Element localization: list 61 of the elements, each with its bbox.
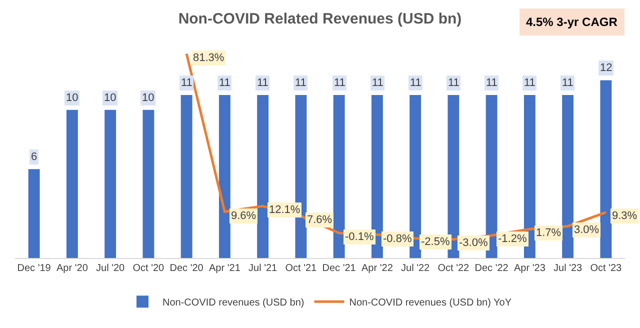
legend-label: Non-COVID revenues (USD bn) YoY (349, 298, 512, 309)
data-label: 10 (104, 92, 116, 104)
bar (562, 95, 574, 258)
data-label: 7.6% (307, 214, 332, 226)
data-label: 9.3% (612, 210, 638, 222)
x-tick-label: Jul '23 (554, 263, 583, 274)
bar (600, 80, 612, 258)
x-tick-label: Dec '20 (170, 263, 204, 274)
chart-title: Non-COVID Related Revenues (USD bn) (178, 10, 462, 28)
data-label: -2.5% (421, 236, 450, 248)
data-label: 11 (181, 77, 192, 89)
data-label: 9.6% (231, 210, 256, 222)
data-label: 11 (486, 77, 498, 89)
bar (104, 110, 116, 258)
x-tick-label: Oct '23 (590, 263, 622, 274)
x-tick-label: Oct '21 (285, 263, 318, 274)
data-label: 11 (257, 77, 268, 89)
data-label: -0.8% (383, 233, 412, 245)
bar (486, 95, 498, 258)
data-label: 11 (219, 77, 230, 89)
legend-label: Non-COVID revenues (USD bn) (162, 298, 304, 309)
bar (218, 95, 230, 258)
data-label: 3.0% (574, 224, 600, 236)
bar (257, 95, 269, 258)
x-tick-label: Dec '21 (322, 263, 356, 274)
bar (410, 95, 422, 258)
data-label: 11 (372, 77, 384, 89)
data-label: -1.2% (498, 233, 527, 245)
data-label: 12 (600, 62, 612, 74)
x-tick-label: Dec '19 (17, 263, 52, 274)
bar (66, 110, 78, 258)
data-label: -3.0% (459, 237, 488, 249)
x-tick-label: Oct '22 (438, 263, 470, 274)
bar (448, 95, 460, 258)
data-label: 12.1% (269, 204, 300, 216)
data-label: 6 (31, 151, 38, 163)
data-label: 10 (142, 92, 154, 104)
x-tick-label: Oct '20 (132, 263, 165, 274)
data-label: 11 (295, 77, 306, 89)
x-tick-label: Apr '21 (209, 263, 241, 274)
data-label: 11 (562, 77, 574, 89)
data-label: 11 (334, 77, 346, 89)
bar (28, 169, 40, 258)
x-tick-label: Jul '22 (401, 263, 430, 274)
data-label: 1.7% (536, 227, 562, 239)
bar (142, 110, 154, 258)
data-label: -0.1% (345, 231, 374, 243)
data-label: 11 (448, 77, 460, 89)
data-label: 11 (524, 77, 536, 89)
bar (180, 95, 192, 258)
text: 4.5% 3-yr CAGR (526, 15, 618, 29)
x-tick-label: Dec '22 (474, 263, 509, 274)
bar (333, 95, 345, 258)
x-tick-label: Jul '21 (248, 263, 278, 274)
x-tick-label: Jul '20 (96, 263, 126, 274)
x-tick-label: Apr '22 (362, 263, 394, 274)
x-tick-label: Apr '23 (514, 263, 546, 274)
data-label: 11 (410, 77, 422, 89)
data-label: 81.3% (193, 52, 224, 64)
x-tick-label: Apr '20 (56, 263, 88, 274)
data-label: 10 (66, 92, 78, 104)
